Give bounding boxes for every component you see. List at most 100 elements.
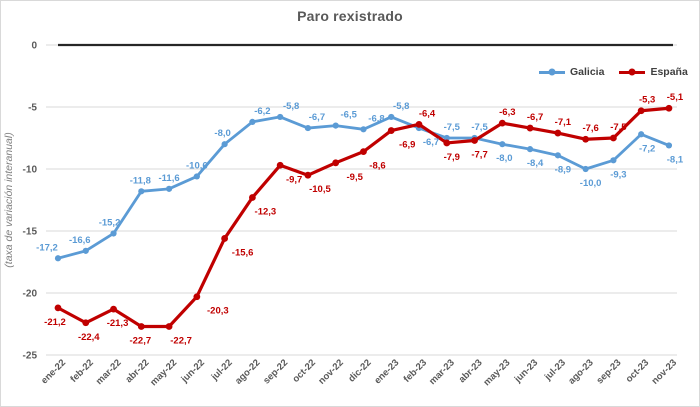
espana-point-marker <box>276 161 284 169</box>
espana-point-marker <box>526 124 534 132</box>
x-tick-label: abr-22 <box>123 357 151 385</box>
espana-data-label: -7,9 <box>444 152 460 163</box>
espana-point-marker <box>637 107 645 115</box>
y-tick-label: -5 <box>28 103 37 114</box>
x-tick-label: ago-23 <box>566 357 595 386</box>
legend-label-galicia: Galicia <box>570 66 605 78</box>
x-tick-label: ene-23 <box>372 357 401 386</box>
espana-point-marker <box>471 137 478 144</box>
espana-data-label: -7,1 <box>555 117 572 128</box>
galicia-point-marker <box>610 157 617 164</box>
x-tick-label: jul-23 <box>542 357 568 383</box>
x-tick-label: ago-22 <box>233 357 262 386</box>
galicia-data-label: -11,6 <box>159 173 180 184</box>
espana-point-marker <box>165 323 173 330</box>
x-tick-label: dic-22 <box>346 357 373 384</box>
espana-point-marker <box>304 171 312 179</box>
x-tick-label: mar-23 <box>427 357 457 387</box>
galicia-point-marker <box>665 142 673 149</box>
espana-data-label: -6,9 <box>399 140 415 151</box>
espana-data-label: -10,5 <box>309 184 331 195</box>
espana-point-marker <box>582 135 590 143</box>
x-tick-label: abr-23 <box>457 357 485 385</box>
espana-data-label: -15,6 <box>232 247 254 258</box>
galicia-point-marker <box>249 118 256 125</box>
espana-point-marker <box>193 293 201 301</box>
espana-data-label: -8,6 <box>369 161 385 172</box>
espana-point-marker <box>498 119 506 127</box>
espana-data-label: -6,3 <box>499 107 515 118</box>
x-tick-label: oct-23 <box>624 357 652 385</box>
espana-data-label: -21,3 <box>107 318 129 329</box>
galicia-point-marker <box>304 124 312 132</box>
galicia-point-marker <box>443 134 450 142</box>
galicia-data-label: -8,0 <box>496 153 512 164</box>
espana-data-label: -9,5 <box>347 172 364 183</box>
espana-data-label: -9,7 <box>286 174 302 185</box>
galicia-point-marker <box>110 230 117 237</box>
x-tick-label: sep-23 <box>594 357 623 386</box>
galicia-data-label: -6,2 <box>254 106 270 117</box>
galicia-point-marker <box>54 255 62 262</box>
espana-point-marker <box>110 305 117 313</box>
espana-data-label: -21,2 <box>44 317 66 328</box>
espana-data-label: -7,5 <box>610 122 627 133</box>
galicia-point-marker <box>554 152 561 159</box>
espana-point-marker <box>221 235 229 242</box>
y-tick-label: -15 <box>23 227 38 238</box>
legend-item-galicia: Galicia <box>539 66 604 78</box>
galicia-point-marker <box>582 165 589 173</box>
galicia-line-swatch-icon <box>539 68 565 76</box>
galicia-data-label: -7,2 <box>639 143 655 154</box>
galicia-data-label: -5,8 <box>283 101 299 112</box>
y-axis-title: (taxa de variación interanual) <box>3 132 15 267</box>
galicia-data-label: -16,6 <box>69 235 91 246</box>
x-tick-label: oct-22 <box>290 357 318 385</box>
x-tick-label: jun-22 <box>179 357 207 385</box>
galicia-point-marker <box>277 113 284 121</box>
galicia-point-marker <box>138 188 145 195</box>
galicia-data-label: -8,4 <box>527 158 544 169</box>
galicia-point-marker <box>332 122 339 129</box>
espana-data-label: -12,3 <box>255 207 277 218</box>
espana-data-label: -22,7 <box>129 335 151 346</box>
galicia-point-marker <box>82 247 89 254</box>
galicia-data-label: -8,1 <box>667 154 684 165</box>
galicia-data-label: -10,0 <box>580 178 602 189</box>
galicia-data-label: -9,3 <box>610 169 626 180</box>
galicia-point-marker <box>638 131 645 138</box>
espana-data-label: -5,3 <box>639 95 655 106</box>
y-tick-label: 0 <box>31 41 37 52</box>
galicia-data-label: -6,7 <box>423 137 439 148</box>
espana-data-label: -7,7 <box>471 149 487 160</box>
espana-point-marker <box>610 134 617 142</box>
espana-data-label: -22,7 <box>170 335 192 346</box>
x-tick-label: may-22 <box>148 357 179 388</box>
galicia-point-marker <box>526 146 534 153</box>
x-tick-label: ene-22 <box>39 357 68 386</box>
x-tick-label: sep-22 <box>261 357 290 386</box>
galicia-data-label: -10,6 <box>186 160 208 171</box>
x-tick-label: may-23 <box>482 357 513 388</box>
galicia-data-label: -7,5 <box>471 122 488 133</box>
galicia-point-marker <box>193 173 200 180</box>
y-tick-label: -20 <box>23 289 38 300</box>
galicia-data-label: -6,7 <box>309 112 325 123</box>
espana-data-label: -5,1 <box>667 92 684 103</box>
galicia-data-label: -8,9 <box>555 164 571 175</box>
x-tick-label: feb-22 <box>68 357 96 385</box>
y-tick-label: -10 <box>23 165 38 176</box>
galicia-data-label: -11,8 <box>130 175 151 186</box>
espana-point-marker <box>554 129 562 137</box>
x-tick-label: jul-22 <box>209 357 235 383</box>
galicia-point-marker <box>388 113 395 121</box>
espana-point-marker <box>248 194 256 201</box>
espana-data-label: -22,4 <box>78 332 100 343</box>
espana-point-marker <box>137 323 145 330</box>
espana-data-label: -6,7 <box>527 112 543 123</box>
y-tick-label: -25 <box>23 351 38 362</box>
espana-point-marker <box>665 104 673 112</box>
x-tick-label: mar-22 <box>94 357 124 387</box>
chart-legend: Galicia España <box>539 66 688 78</box>
